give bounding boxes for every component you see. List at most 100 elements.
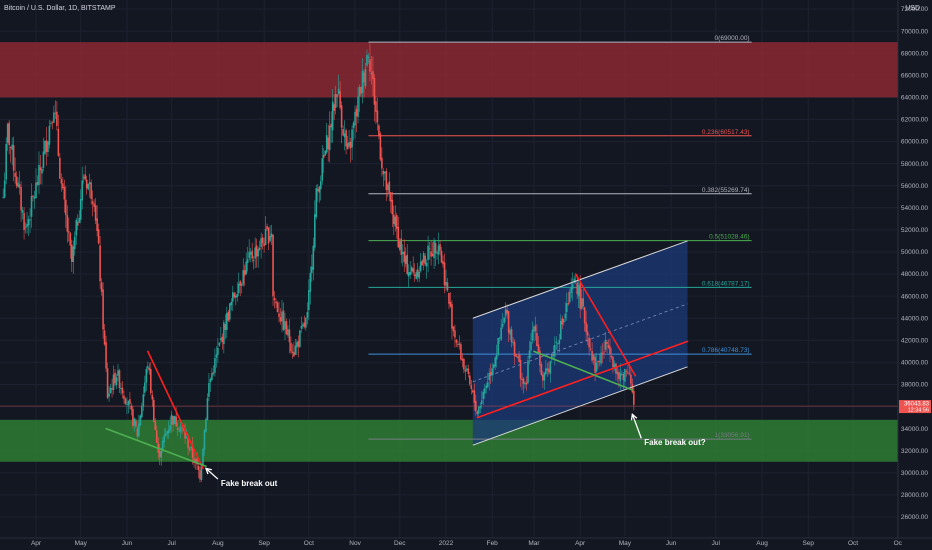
candle-body xyxy=(20,187,22,211)
candle-body xyxy=(570,287,573,293)
x-tick-label: Mar xyxy=(528,540,540,547)
y-tick-label: 68000.00 xyxy=(901,50,928,57)
x-tick-label: Jun xyxy=(122,540,133,547)
candle-body xyxy=(94,205,97,221)
candle-body xyxy=(390,192,392,202)
candle-body xyxy=(479,406,482,408)
candle-body xyxy=(397,226,400,248)
candle-body xyxy=(385,171,388,191)
candle-body xyxy=(193,458,195,464)
candle-body xyxy=(428,248,431,250)
x-tick-label: Aug xyxy=(756,540,768,547)
candle-body xyxy=(486,382,489,388)
candle-body xyxy=(272,234,274,297)
candle-body xyxy=(67,231,70,233)
candle-body xyxy=(524,383,526,385)
candle-body xyxy=(519,359,522,379)
candles xyxy=(2,43,635,483)
candle-body xyxy=(248,251,250,259)
candle-body xyxy=(515,354,517,357)
candle-body xyxy=(233,293,236,298)
candle-body xyxy=(26,223,28,228)
green-downtrend-2022 xyxy=(533,350,634,391)
candle-body xyxy=(393,214,395,224)
candle-body xyxy=(624,369,626,382)
candle-body xyxy=(175,416,177,427)
candle-body xyxy=(412,268,414,273)
candle-body xyxy=(252,260,255,261)
candle-body xyxy=(492,364,495,369)
candle-body xyxy=(142,394,145,407)
candle-body xyxy=(44,140,46,154)
candle-body xyxy=(452,326,455,332)
candle-body xyxy=(24,226,27,228)
fib-level-label: 0.618(46787.17) xyxy=(702,280,750,287)
candle-body xyxy=(367,56,370,58)
candle-body xyxy=(135,420,137,427)
candle-body xyxy=(406,254,409,275)
candle-body xyxy=(401,251,404,254)
candle-body xyxy=(302,324,304,327)
candle-body xyxy=(597,360,599,363)
candle-body xyxy=(270,233,273,238)
channel-lower-line xyxy=(472,366,688,446)
red-trend-2021 xyxy=(147,350,204,470)
candle-body xyxy=(132,409,134,426)
x-tick-label: May xyxy=(619,540,632,547)
candle-body xyxy=(480,400,483,404)
candle-body xyxy=(208,382,210,397)
candle-body xyxy=(47,141,49,152)
candle-body xyxy=(258,248,261,250)
candle-body xyxy=(458,343,461,346)
candle-body xyxy=(126,403,128,405)
candle-body xyxy=(255,245,258,257)
candle-body xyxy=(23,212,25,230)
candle-body xyxy=(178,430,180,432)
candle-body xyxy=(413,274,416,277)
candle-body xyxy=(297,341,300,347)
candle-body xyxy=(316,189,319,192)
candle-body xyxy=(576,282,578,295)
x-tick-label: Oct xyxy=(304,540,314,547)
candle-body xyxy=(583,307,586,324)
candle-body xyxy=(321,158,324,181)
candle-body xyxy=(85,179,88,189)
candle-body xyxy=(62,183,64,189)
candle-body xyxy=(249,252,252,255)
candle-body xyxy=(41,168,43,174)
fib-level-label: 0.5(51028.46) xyxy=(709,234,749,241)
candle-body xyxy=(266,226,268,230)
candle-body xyxy=(99,245,101,282)
candle-body xyxy=(48,125,51,145)
candle-body xyxy=(509,329,511,335)
candle-body xyxy=(191,445,194,458)
y-tick-label: 30000.00 xyxy=(901,470,928,477)
candle-body xyxy=(561,318,564,325)
candle-body xyxy=(548,368,550,373)
candle-body xyxy=(333,104,335,111)
candle-body xyxy=(586,331,589,336)
candle-body xyxy=(491,368,494,376)
candle-body xyxy=(14,172,16,177)
candle-body xyxy=(267,227,270,244)
candle-body xyxy=(54,112,57,114)
candle-body xyxy=(63,187,66,200)
candle-body xyxy=(464,369,467,372)
red-downtrend-2022 xyxy=(574,273,637,377)
candle-body xyxy=(512,342,514,344)
candle-body xyxy=(325,135,328,153)
candle-body xyxy=(331,101,334,131)
candle-body xyxy=(60,179,63,184)
candle-body xyxy=(631,383,634,393)
candle-body xyxy=(475,400,477,412)
candle-body xyxy=(628,373,631,375)
candle-body xyxy=(179,427,182,433)
candle-body xyxy=(495,354,498,360)
candle-body xyxy=(580,298,583,309)
candle-body xyxy=(618,372,620,379)
candle-body xyxy=(340,105,343,128)
candle-body xyxy=(513,341,516,357)
candle-body xyxy=(118,370,121,388)
